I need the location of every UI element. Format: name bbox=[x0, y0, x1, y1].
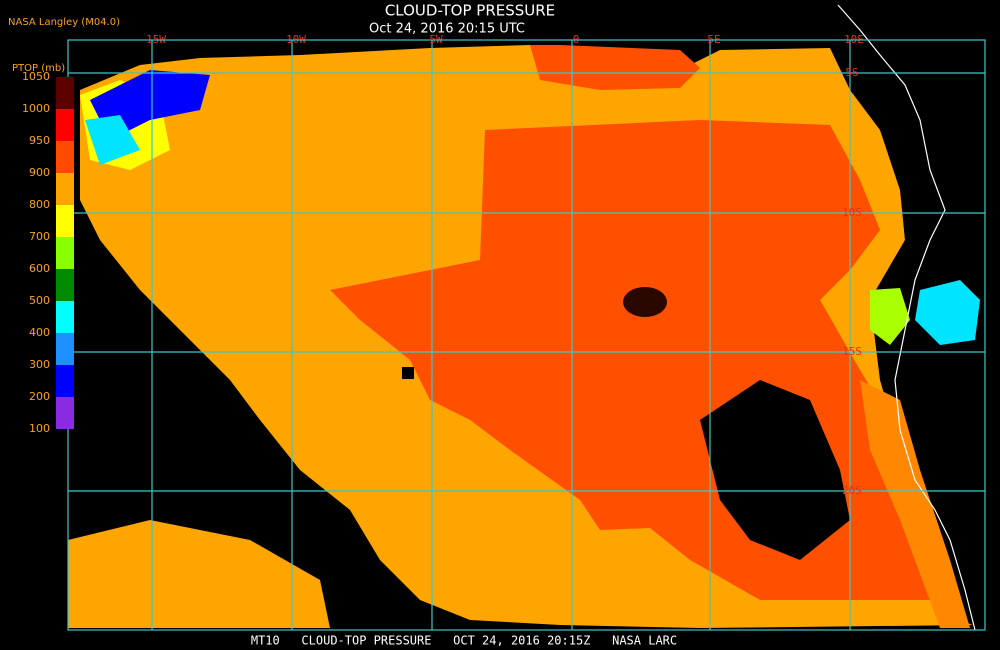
cloud-high bbox=[85, 115, 140, 165]
colorbar-swatch bbox=[56, 205, 74, 237]
colorbar-tick-label: 700 bbox=[29, 230, 50, 243]
colorbar-swatch bbox=[56, 365, 74, 397]
footer: MT10 CLOUD-TOP PRESSURE OCT 24, 2016 20:… bbox=[251, 634, 677, 648]
latitude-label: 15S bbox=[842, 345, 862, 358]
cloud-low bbox=[860, 380, 970, 628]
colorbar-swatch bbox=[56, 333, 74, 365]
cloud-low bbox=[68, 520, 330, 628]
colorbar-tick-label: 1050 bbox=[22, 70, 50, 83]
colorbar-tick-label: 900 bbox=[29, 166, 50, 179]
clear-sky bbox=[68, 220, 300, 520]
latitude-label: 20S bbox=[842, 484, 862, 497]
colorbar-tick-label: 400 bbox=[29, 326, 50, 339]
colorbar-tick-label: 600 bbox=[29, 262, 50, 275]
colorbar-tick-label: 800 bbox=[29, 198, 50, 211]
footer-bar bbox=[0, 631, 1000, 650]
coastline bbox=[837, 4, 976, 631]
cloud-layer bbox=[68, 40, 985, 630]
subtitle: Oct 24, 2016 20:15 UTC bbox=[369, 22, 525, 37]
colorbar-label: PTOP (mb) bbox=[12, 63, 65, 74]
colorbar-tick-label: 1000 bbox=[22, 102, 50, 115]
latitude-label: 10S bbox=[842, 206, 862, 219]
title: CLOUD-TOP PRESSURE bbox=[385, 2, 555, 20]
clear-sky bbox=[700, 380, 850, 560]
colorbar-tick-label: 200 bbox=[29, 390, 50, 403]
colorbar-tick-label: 300 bbox=[29, 358, 50, 371]
colorbar-swatch bbox=[56, 301, 74, 333]
latitude-label: 5S bbox=[845, 66, 858, 79]
colorbar-swatch bbox=[56, 269, 74, 301]
colorbar-swatch bbox=[56, 109, 74, 141]
colorbar-swatch bbox=[56, 237, 74, 269]
cloud-high bbox=[870, 288, 910, 345]
colorbar-swatch bbox=[56, 173, 74, 205]
colorbar-tick-label: 100 bbox=[29, 422, 50, 435]
cloud-high bbox=[915, 280, 980, 345]
missing-data bbox=[402, 367, 414, 379]
colorbar-tick-label: 500 bbox=[29, 294, 50, 307]
clear-sky bbox=[623, 287, 667, 317]
colorbar-swatch bbox=[56, 77, 74, 109]
colorbar: 1050 1000 950 900 800 700 600 500 400 300 200 100 bbox=[22, 70, 74, 435]
colorbar-tick-label: 950 bbox=[29, 134, 50, 147]
colorbar-swatch bbox=[56, 397, 74, 429]
colorbar-swatch bbox=[56, 141, 74, 173]
source-label: NASA Langley (M04.0) bbox=[8, 17, 120, 28]
